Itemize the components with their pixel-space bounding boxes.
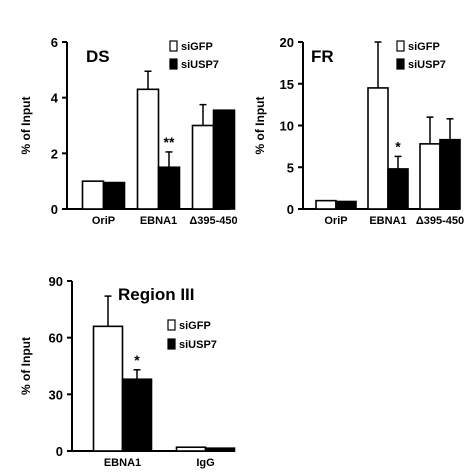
y-tick-label: 90 <box>49 274 63 289</box>
y-tick-label: 0 <box>287 202 294 217</box>
y-tick-label: 5 <box>287 160 294 175</box>
chart-1: 0 2 4 6 % of Input DS OriP EBNA1 Δ395-450 ** siGFP… <box>19 35 238 227</box>
chart-3: 0 30 60 90 % of Input Region III EBNA1 IgG * siGF… <box>19 274 236 469</box>
chart-title: DS <box>86 47 110 66</box>
legend-label: siGFP <box>179 320 211 332</box>
x-tick-label: EBNA1 <box>104 457 141 469</box>
bar-siGFP-1 <box>136 88 160 210</box>
y-tick-label: 4 <box>51 91 59 106</box>
legend: siGFP siUSP7 <box>396 40 446 71</box>
bar-siGFP-2 <box>419 143 441 210</box>
x-tick-label: Δ395-450 <box>189 215 237 227</box>
y-tick-label: 2 <box>51 146 58 161</box>
chart-2: 0 5 10 15 20 % of Input FR OriP EBNA1 Δ395-450 * si… <box>253 35 464 227</box>
bar-siGFP-1 <box>175 446 207 452</box>
y-axis-label: % of Input <box>19 97 33 155</box>
legend-swatch <box>396 40 405 52</box>
x-tick-label: OriP <box>92 215 115 227</box>
bar-siUSP7-1 <box>204 447 236 452</box>
y-tick-label: 10 <box>280 119 294 134</box>
legend-label: siUSP7 <box>181 59 219 71</box>
bar-siUSP7-1 <box>387 168 409 210</box>
bar-siGFP-0 <box>315 199 337 210</box>
y-tick-label: 60 <box>49 331 63 346</box>
bar-siUSP7-0 <box>335 200 357 210</box>
bar-siUSP7-2 <box>212 109 236 210</box>
bar-siGFP-0 <box>92 325 124 452</box>
significance-marker: * <box>395 138 401 154</box>
legend-label: siUSP7 <box>179 339 217 351</box>
significance-marker: * <box>134 352 140 368</box>
legend-label: siGFP <box>408 41 440 53</box>
significance-marker: ** <box>164 134 175 150</box>
legend-label: siUSP7 <box>408 59 446 71</box>
x-tick-label: EBNA1 <box>140 215 177 227</box>
bar-siGFP-2 <box>191 124 215 210</box>
y-tick-label: 0 <box>56 444 63 459</box>
x-tick-label: Δ395-450 <box>416 215 464 227</box>
x-tick-label: OriP <box>324 215 347 227</box>
y-axis-label: % of Input <box>19 337 33 395</box>
bar-siUSP7-0 <box>121 378 153 452</box>
bar-siUSP7-2 <box>439 138 461 210</box>
y-tick-label: 15 <box>280 77 294 92</box>
legend: siGFP siUSP7 <box>169 40 219 71</box>
legend-swatch <box>396 58 405 70</box>
bar-siUSP7-0 <box>102 181 126 210</box>
chart-title: Region III <box>118 285 195 304</box>
legend-swatch <box>169 40 178 52</box>
bar-siGFP-1 <box>367 87 389 210</box>
y-tick-label: 0 <box>51 202 58 217</box>
y-tick-label: 20 <box>280 35 294 50</box>
x-tick-label: IgG <box>196 457 214 469</box>
legend-swatch <box>167 338 176 350</box>
legend: siGFP siUSP7 <box>167 319 217 351</box>
chart-title: FR <box>311 47 334 66</box>
bar-siUSP7-1 <box>157 166 181 210</box>
legend-swatch <box>169 58 178 70</box>
legend-label: siGFP <box>181 41 213 53</box>
x-tick-label: EBNA1 <box>369 215 406 227</box>
y-tick-label: 6 <box>51 35 58 50</box>
legend-swatch <box>167 319 176 331</box>
y-tick-label: 30 <box>49 387 63 402</box>
bar-siGFP-0 <box>81 180 105 210</box>
y-axis-label: % of Input <box>253 97 267 155</box>
